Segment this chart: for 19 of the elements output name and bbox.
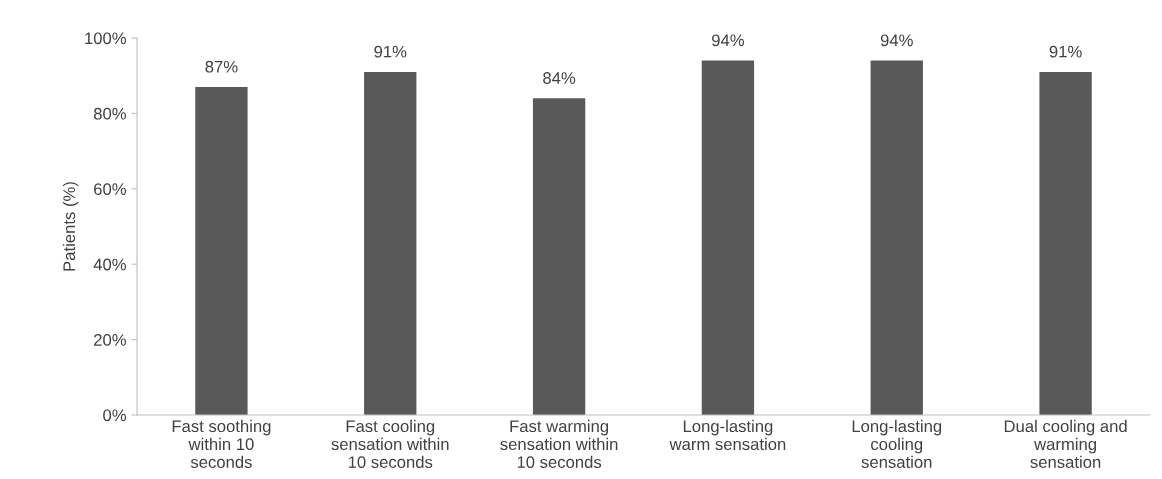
y-tick-label: 20% <box>94 334 126 346</box>
x-tick-label: Dual cooling and warming sensation <box>1004 419 1127 469</box>
data-label: 84% <box>543 72 576 84</box>
x-tick-label: Long-lasting warm sensation <box>669 419 786 451</box>
data-label: 91% <box>1049 45 1082 58</box>
y-tick-label: 40% <box>93 258 126 271</box>
x-tick-label: Fast warming sensation within 10 seconds <box>500 419 618 469</box>
x-tick-label: Fast cooling sensation within 10 seconds <box>331 419 449 469</box>
data-label: 91% <box>374 45 407 58</box>
y-tick-label: 80% <box>93 107 126 120</box>
y-tick-label: 100% <box>85 32 126 45</box>
x-tick-label: Fast soothing within 10 seconds <box>172 419 271 469</box>
data-label: 87% <box>205 60 238 73</box>
data-label: 94% <box>880 34 913 47</box>
x-tick-label: Long-lasting cooling sensation <box>852 419 942 469</box>
y-axis-title: Patients (%) <box>62 182 79 271</box>
y-tick-label: 60% <box>94 183 126 195</box>
data-label: 94% <box>712 34 744 47</box>
y-tick-label: 0% <box>103 409 126 422</box>
